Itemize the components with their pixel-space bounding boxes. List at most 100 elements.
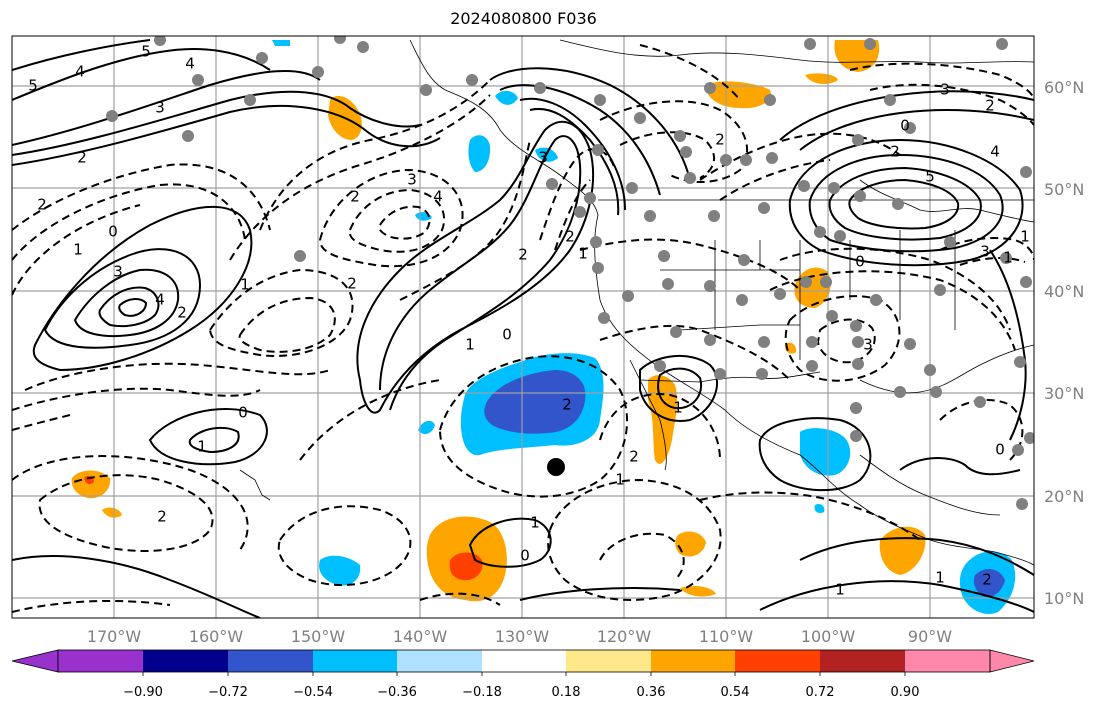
- contour-label: 0: [855, 253, 865, 271]
- shade-blue-small: [418, 420, 435, 435]
- contour-label: 2: [350, 188, 360, 206]
- colorbar-tick-label: −0.36: [377, 685, 417, 700]
- shade-orange-baja: [648, 375, 678, 464]
- contour-label: 3: [155, 99, 165, 117]
- contour-label: 0: [108, 223, 118, 241]
- contour-dashed: [438, 355, 628, 498]
- contour-solid: [828, 166, 982, 241]
- contour-solid: [529, 107, 620, 216]
- lat-label: 20°N: [1044, 487, 1084, 506]
- contour-label: 3: [538, 149, 548, 167]
- lat-label: 10°N: [1044, 589, 1084, 608]
- contour-label: 1: [673, 399, 683, 417]
- contour-dashed: [399, 139, 531, 301]
- contour-dashed: [599, 393, 721, 461]
- contour-label: 1: [1020, 228, 1030, 246]
- colorbar-tick-label: 0.18: [552, 685, 581, 700]
- shade-orange-tiny: [680, 586, 716, 597]
- latitude-labels: 60°N 50°N 40°N 30°N 20°N 10°N: [1044, 78, 1084, 608]
- contour-label: 4: [155, 291, 165, 309]
- longitude-labels: 170°W 160°W 150°W 140°W 130°W 120°W 110°…: [87, 627, 952, 646]
- contour-label: 0: [900, 117, 910, 135]
- contour-solid: [639, 354, 719, 422]
- contour-solid: [519, 97, 626, 211]
- colorbar-segment: [482, 650, 566, 672]
- colorbar-segment: [566, 650, 651, 672]
- contour-dashed: [554, 179, 591, 251]
- contour-solid: [758, 417, 872, 492]
- contour-dashed: [939, 237, 1034, 261]
- colorbar-tick-label: −0.72: [208, 685, 248, 700]
- contour-label: 2: [985, 97, 995, 115]
- lon-label: 110°W: [699, 627, 754, 646]
- shade-orange-small2: [102, 507, 122, 518]
- contour-dashed: [12, 455, 249, 551]
- colorbar-frame: [57, 649, 991, 673]
- contour-solid: [12, 555, 261, 618]
- colorbar-tick-label: −0.18: [462, 685, 502, 700]
- shade-orange-small: [805, 73, 838, 85]
- contour-dashed: [869, 83, 1034, 126]
- contour-label: 3: [407, 171, 417, 189]
- lon-label: 150°W: [291, 627, 346, 646]
- colorbar-tick-label: 0.90: [891, 685, 920, 700]
- contour-label: 5: [141, 43, 151, 61]
- contour-solid: [12, 90, 421, 156]
- contour-label: 2: [982, 571, 992, 589]
- contour-solid: [98, 286, 160, 328]
- contour-dashed: [348, 188, 446, 253]
- colorbar-segment: [313, 650, 397, 672]
- contour-label: 2: [177, 304, 187, 322]
- contour-dashed: [378, 205, 431, 240]
- shade-blue-south: [319, 555, 361, 586]
- contour-solid: [148, 408, 268, 466]
- contour-dashed: [699, 491, 921, 541]
- contour-label: 0: [520, 547, 530, 565]
- lat-label: 40°N: [1044, 282, 1084, 301]
- contour-solid: [779, 90, 1034, 141]
- contour-solid: [799, 537, 1034, 576]
- shade-blue-coast2: [495, 90, 518, 105]
- contour-label: 3: [863, 336, 873, 354]
- lon-label: 140°W: [393, 627, 448, 646]
- contour-label: 4: [990, 143, 1000, 161]
- contour-solid: [188, 426, 240, 454]
- shade-orange-plains2: [784, 342, 797, 354]
- contour-label: 1: [1003, 249, 1013, 267]
- contour-solid: [12, 48, 271, 101]
- shade-blue-coast: [468, 135, 491, 172]
- contour-dashed: [959, 257, 1026, 266]
- contour-dashed: [639, 44, 741, 101]
- contour-label: 2: [562, 396, 572, 414]
- contour-label: 1: [578, 245, 588, 263]
- contour-dashed: [12, 599, 171, 613]
- colorbar: −0.90 −0.72 −0.54 −0.36 −0.18 0.18 0.36 …: [11, 649, 1035, 700]
- lat-label: 50°N: [1044, 180, 1084, 199]
- contour-dashed: [12, 414, 71, 431]
- shade-blue-tiny: [814, 503, 825, 514]
- contour-label: 2: [565, 228, 575, 246]
- contour-solid: [12, 104, 441, 166]
- contour-dashed: [38, 474, 214, 552]
- contour-dashed: [238, 296, 336, 353]
- contour-dashed: [619, 131, 715, 179]
- contour-dashed: [849, 62, 1034, 101]
- colorbar-extend-high: [989, 649, 1035, 673]
- contour-label: 2: [629, 448, 639, 466]
- colorbar-segment: [735, 650, 820, 672]
- graticule: [12, 36, 1034, 618]
- contour-solid: [759, 580, 1034, 613]
- contour-dashed: [12, 204, 141, 296]
- contour-solid: [32, 205, 253, 372]
- lat-label: 30°N: [1044, 384, 1084, 403]
- contour-dashed: [579, 238, 801, 291]
- contour-dashed: [539, 148, 616, 241]
- colorbar-tick-label: 0.72: [806, 685, 835, 700]
- colorbar-segment: [397, 650, 482, 672]
- contour-label: 2: [518, 246, 528, 264]
- shade-orange-hawaii: [71, 470, 111, 499]
- contour-dashed: [229, 94, 491, 261]
- contour-dashed: [277, 505, 412, 586]
- contour-label: 1: [197, 438, 207, 456]
